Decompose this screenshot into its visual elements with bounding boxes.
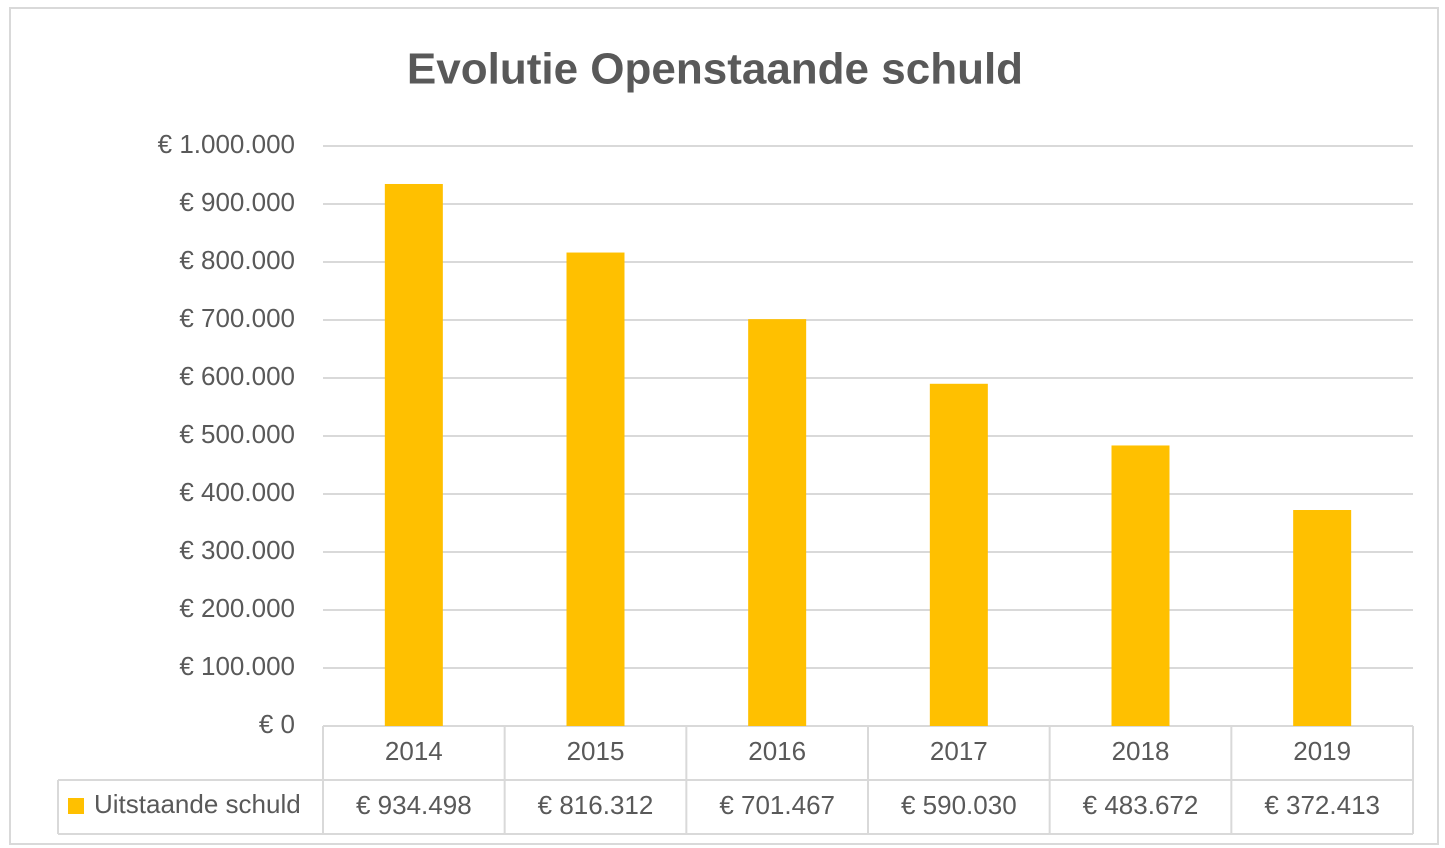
x-tick-label: 2019 [1293, 736, 1351, 766]
table-value: € 483.672 [1083, 790, 1199, 820]
y-tick-label: € 300.000 [179, 535, 295, 565]
x-tick-label: 2015 [567, 736, 625, 766]
table-value: € 372.413 [1264, 790, 1380, 820]
y-tick-label: € 0 [259, 709, 295, 739]
y-tick-label: € 1.000.000 [158, 129, 295, 159]
x-tick-label: 2014 [385, 736, 443, 766]
bar [1111, 445, 1170, 726]
y-tick-label: € 400.000 [179, 477, 295, 507]
x-tick-label: 2016 [748, 736, 806, 766]
table-value: € 934.498 [356, 790, 472, 820]
x-tick-label: 2018 [1112, 736, 1170, 766]
bar [748, 319, 807, 726]
y-tick-label: € 500.000 [179, 419, 295, 449]
chart-title: Evolutie Openstaande schuld [407, 45, 1023, 94]
y-tick-label: € 200.000 [179, 593, 295, 623]
y-tick-label: € 700.000 [179, 303, 295, 333]
bar [929, 383, 988, 726]
x-tick-label: 2017 [930, 736, 988, 766]
table-value: € 816.312 [538, 790, 654, 820]
table-value: € 701.467 [719, 790, 835, 820]
y-tick-label: € 900.000 [179, 187, 295, 217]
table-value: € 590.030 [901, 790, 1017, 820]
chart-border [9, 7, 1439, 845]
y-tick-label: € 800.000 [179, 245, 295, 275]
legend-key [68, 798, 84, 814]
bar [384, 183, 443, 727]
bar [1293, 510, 1352, 726]
y-tick-label: € 100.000 [179, 651, 295, 681]
legend-label: Uitstaande schuld [94, 789, 301, 819]
y-tick-label: € 600.000 [179, 361, 295, 391]
bar [566, 252, 625, 726]
